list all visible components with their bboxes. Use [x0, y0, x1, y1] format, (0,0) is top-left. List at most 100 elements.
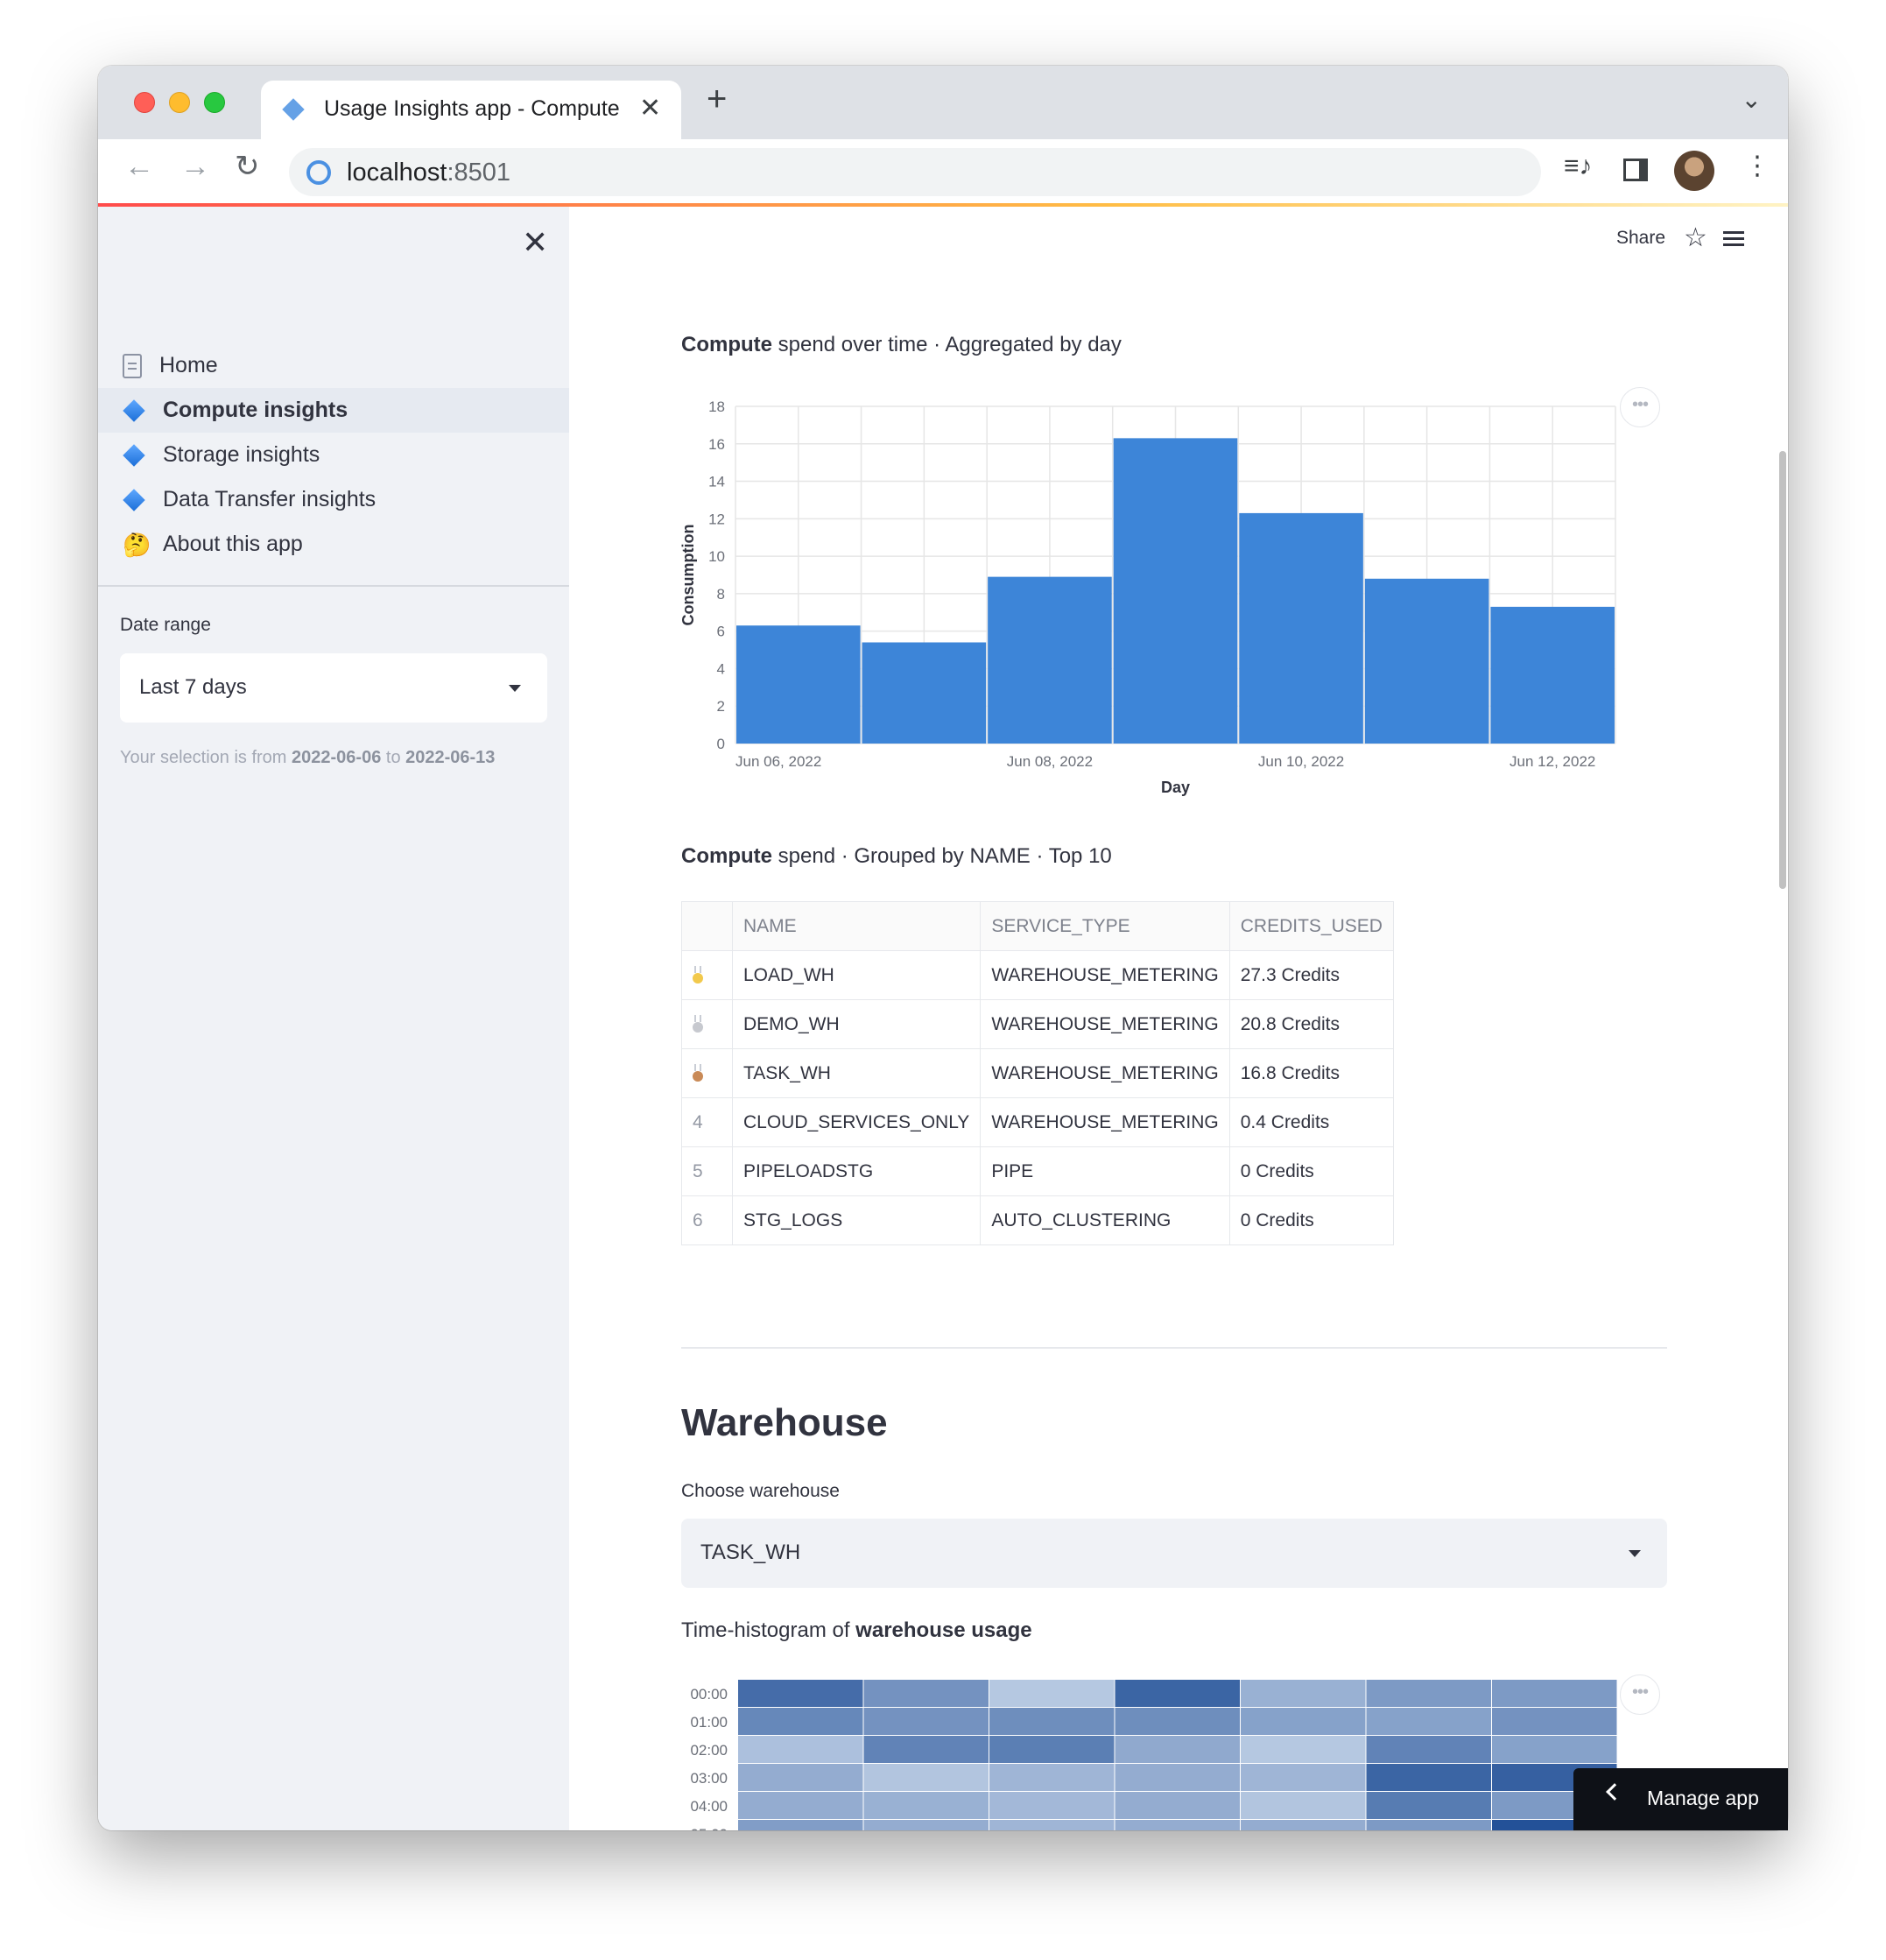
profile-avatar[interactable]	[1674, 151, 1714, 191]
heatmap-cell	[1241, 1792, 1366, 1819]
warehouse-select-value: TASK_WH	[700, 1541, 801, 1564]
y-tick-label: 8	[717, 586, 725, 603]
scrollbar[interactable]	[1779, 451, 1786, 889]
table-title: Compute spend · Grouped by NAME · Top 10	[681, 844, 1112, 868]
heatmap-cell	[1366, 1764, 1491, 1791]
heatmap-cell	[1115, 1792, 1240, 1819]
name-cell: TASK_WH	[731, 1048, 982, 1098]
media-queue-icon[interactable]: ≡♪	[1564, 152, 1593, 180]
y-tick-label: 03:00	[690, 1770, 728, 1787]
minimize-window-button[interactable]	[169, 92, 190, 113]
heatmap-cell	[1241, 1736, 1366, 1763]
reload-icon[interactable]: ↻	[235, 150, 260, 183]
column-header[interactable]: SERVICE_TYPE	[980, 901, 1230, 951]
y-tick-label: 16	[708, 436, 725, 453]
heatmap-cell	[738, 1820, 863, 1830]
chart-options-icon[interactable]: •••	[1620, 1674, 1660, 1715]
heatmap-cell	[738, 1764, 863, 1791]
manage-app-button[interactable]: Manage app	[1573, 1768, 1788, 1830]
diamond-icon	[123, 444, 145, 467]
y-tick-label: 4	[717, 660, 725, 677]
heatmap-cell	[1241, 1820, 1366, 1830]
address-bar[interactable]: localhost:8501	[289, 148, 1541, 196]
tab-close-icon[interactable]: ✕	[639, 94, 662, 123]
credits-used-cell: 20.8 Credits	[1228, 999, 1394, 1049]
x-tick-label: Jun 08, 2022	[1007, 753, 1093, 770]
service-type-cell: WAREHOUSE_METERING	[980, 1097, 1230, 1147]
x-tick-label: Jun 06, 2022	[735, 753, 821, 770]
name-cell: CLOUD_SERVICES_ONLY	[731, 1097, 982, 1147]
date-range-value: Last 7 days	[139, 675, 247, 699]
forward-arrow-icon[interactable]: →	[180, 150, 210, 183]
service-type-cell: AUTO_CLUSTERING	[980, 1195, 1230, 1245]
chevron-left-icon	[1606, 1783, 1623, 1801]
browser-tab[interactable]: Usage Insights app - Compute ✕	[261, 81, 681, 139]
chart1-title: Compute spend over time · Aggregated by …	[681, 333, 1122, 356]
sidebar-close-icon[interactable]: ✕	[522, 224, 549, 260]
sidebar-item-data-transfer-insights[interactable]: Data Transfer insights	[98, 477, 569, 522]
site-info-icon[interactable]	[306, 160, 331, 185]
hamburger-menu-icon[interactable]	[1723, 231, 1744, 234]
heatmap-cell	[989, 1764, 1115, 1791]
sidebar-item-home[interactable]: Home	[98, 343, 569, 388]
date-range-select[interactable]: Last 7 days	[120, 653, 547, 723]
bar	[736, 625, 861, 744]
compute-spend-table: NAME SERVICE_TYPE CREDITS_USED LOAD_WH WA…	[681, 901, 1394, 1245]
page-icon	[123, 353, 142, 378]
row-index: 4	[681, 1097, 733, 1147]
heatmap-cell	[989, 1708, 1115, 1735]
column-header[interactable]: CREDITS_USED	[1228, 901, 1394, 951]
tab-title: Usage Insights app - Compute	[324, 96, 620, 121]
y-tick-label: 6	[717, 624, 725, 640]
y-tick-label: 14	[708, 474, 725, 490]
warehouse-select[interactable]: TASK_WH	[681, 1519, 1667, 1588]
y-tick-label: 2	[717, 698, 725, 715]
close-window-button[interactable]	[134, 92, 155, 113]
compute-spend-bar-chart: 0 2 4 6 8 10 12 14 16 18 Jun 06, 2022 Jun 08, 2022 J…	[679, 398, 1616, 796]
new-tab-button[interactable]: +	[707, 80, 728, 118]
sidebar-item-label: Compute insights	[163, 398, 348, 422]
back-arrow-icon[interactable]: ←	[124, 150, 154, 183]
date-range-label: Date range	[120, 615, 211, 635]
row-index: 6	[681, 1195, 733, 1245]
row-index: 5	[681, 1146, 733, 1196]
chart-options-icon[interactable]: •••	[1620, 387, 1660, 427]
heatmap-cell	[1366, 1708, 1491, 1735]
y-tick-label: 0	[717, 736, 725, 752]
tab-search-chevron-icon[interactable]: ⌄	[1741, 86, 1762, 113]
sidebar-item-compute-insights[interactable]: Compute insights	[98, 388, 569, 433]
app-header-decoration	[98, 203, 1788, 207]
share-button[interactable]: Share	[1616, 228, 1666, 248]
table-row: LOAD_WH WAREHOUSE_METERING 27.3 Credits	[681, 950, 1394, 1000]
service-type-cell: WAREHOUSE_METERING	[980, 1048, 1230, 1098]
heatmap-cell	[863, 1820, 989, 1830]
browser-menu-icon[interactable]: ⋮	[1744, 152, 1770, 180]
heatmap-cell	[1115, 1708, 1240, 1735]
maximize-window-button[interactable]	[204, 92, 225, 113]
browser-toolbar: ← → ↻ localhost:8501 ≡♪ ⋮	[98, 139, 1788, 204]
warehouse-heading: Warehouse	[681, 1401, 888, 1444]
heatmap-cell	[1115, 1736, 1240, 1763]
section-divider	[681, 1347, 1667, 1349]
histogram-title: Time-histogram of warehouse usage	[681, 1618, 1032, 1642]
sidebar-item-about[interactable]: 🤔 About this app	[98, 522, 569, 567]
heatmap-cell	[1366, 1680, 1491, 1707]
sidebar-item-label: Storage insights	[163, 442, 320, 467]
column-header[interactable]: NAME	[731, 901, 982, 951]
favicon-diamond-icon	[282, 98, 305, 121]
name-cell: PIPELOADSTG	[731, 1146, 982, 1196]
warehouse-select-label: Choose warehouse	[681, 1481, 840, 1501]
sidebar-item-storage-insights[interactable]: Storage insights	[98, 433, 569, 477]
heatmap-cell	[863, 1736, 989, 1763]
url-text[interactable]: localhost:8501	[347, 159, 511, 187]
heatmap-cell	[738, 1708, 863, 1735]
star-icon[interactable]: ☆	[1684, 223, 1707, 252]
silver-medal-icon	[681, 999, 733, 1049]
bar	[862, 642, 987, 744]
heatmap-cell	[1241, 1680, 1366, 1707]
side-panel-icon[interactable]	[1623, 159, 1648, 181]
bar	[1364, 578, 1489, 744]
heatmap-cell	[989, 1792, 1115, 1819]
service-type-cell: PIPE	[980, 1146, 1230, 1196]
main-content: Share ☆ Compute spend over time · Aggreg…	[569, 207, 1788, 1830]
